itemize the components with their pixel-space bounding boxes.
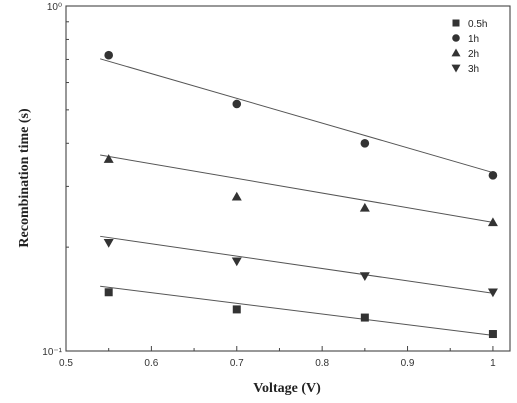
data-point-3h [231, 257, 242, 267]
data-point-2h [231, 191, 242, 201]
data-point-0.5h [360, 313, 369, 322]
data-point-1h [360, 138, 370, 148]
legend-label-0.5h: 0.5h [468, 19, 487, 30]
legend-label-3h: 3h [468, 64, 479, 75]
legend-marker-1h [452, 34, 460, 42]
legend-label-1h: 1h [468, 34, 479, 45]
fit-line-3h [100, 235, 493, 294]
data-point-3h [103, 238, 114, 248]
fit-line-0.5h [100, 285, 493, 336]
data-point-3h [359, 272, 370, 281]
fit-lines [100, 58, 494, 336]
data-point-1h [488, 171, 498, 180]
legend-marker-0.5h [452, 19, 460, 27]
x-tick-label: 1 [490, 358, 496, 369]
data-point-0.5h [232, 305, 241, 314]
plot-frame [65, 5, 511, 352]
x-tick-label: 0.8 [315, 358, 329, 369]
x-tick-label: 0.6 [144, 358, 158, 369]
y-axis-title: Recombination time (s) [17, 108, 32, 248]
legend-marker-2h [451, 48, 461, 57]
x-tick-label: 0.7 [230, 358, 244, 369]
y-tick-label: 10⁰ [47, 2, 62, 13]
x-axis-ticks: 0.5 0.6 0.7 0.8 0.9 1 [59, 346, 496, 369]
data-point-1h [104, 50, 113, 60]
plot-border [65, 5, 511, 352]
legend-label-2h: 2h [468, 49, 479, 60]
y-tick-label: 10⁻¹ [42, 347, 62, 358]
x-tick-label: 0.9 [401, 358, 415, 369]
data-markers [103, 50, 498, 339]
fit-line-1h [100, 58, 494, 174]
fit-line-2h [100, 154, 494, 223]
data-point-0.5h [104, 288, 113, 297]
data-point-2h [487, 217, 498, 227]
data-point-2h [359, 202, 370, 212]
x-axis-title: Voltage (V) [253, 381, 321, 396]
legend: 0.5h 1h 2h 3h [451, 19, 487, 75]
data-point-1h [232, 99, 242, 109]
y-axis-ticks: 10⁻¹ 10⁰ [42, 2, 72, 358]
x-tick-label: 0.5 [59, 358, 73, 369]
data-point-2h [103, 154, 114, 163]
data-point-0.5h [488, 330, 497, 339]
legend-marker-3h [451, 64, 461, 73]
data-point-3h [487, 288, 498, 298]
